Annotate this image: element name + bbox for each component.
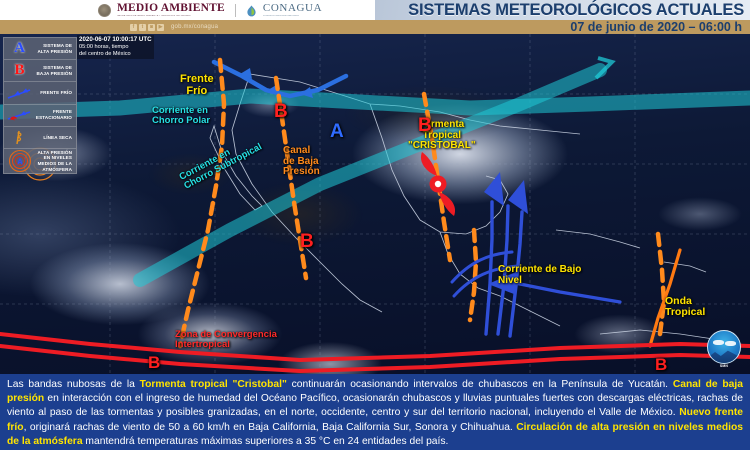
legend-label-high-pressure: SISTEMA DE ALTA PRESIÓN [37, 42, 72, 54]
low-pressure-icon: B [6, 60, 33, 81]
legend-symbol-B: B [14, 62, 25, 79]
forecast-text-segment: continuarán ocasionando intervalos de ch… [286, 379, 673, 390]
svg-text:A: A [17, 158, 23, 167]
label-frente-frio: Frente Frío [180, 73, 214, 97]
map-overlay-vectors [0, 34, 750, 374]
smn-logo: SMN [704, 330, 744, 370]
legend-item-mid-level-high: A ALTA PRESIÓN EN NIVELES MEDIOS DE LA A… [4, 149, 76, 173]
legend-item-low-pressure: B SISTEMA DE BAJA PRESIÓN [4, 60, 76, 83]
label-onda-tropical: Onda Tropical [665, 295, 706, 319]
map-legend: A SISTEMA DE ALTA PRESIÓN B SISTEMA DE B… [3, 37, 77, 174]
social-links[interactable]: f t ◙ ▶ gob.mx/conagua [0, 23, 219, 31]
page-title: SISTEMAS METEOROLÓGICOS ACTUALES [408, 0, 744, 19]
conagua-brand: CONAGUA COMISIÓN NACIONAL DEL AGUA [262, 1, 323, 17]
conagua-logo-icon [246, 4, 257, 17]
label-corriente-chorro-polar: Corriente en Chorro Polar [152, 105, 211, 126]
header-title-bar: SISTEMAS METEOROLÓGICOS ACTUALES [375, 0, 750, 20]
stationary-front-icon [6, 105, 33, 126]
pressure-mark-B-baja: B [300, 231, 314, 252]
page-header: MEDIO AMBIENTE SECRETARÍA DE MEDIO AMBIE… [0, 0, 750, 20]
smn-mountain-shape [708, 350, 740, 363]
dry-line-icon [6, 127, 33, 148]
smn-cloud-right [725, 341, 736, 346]
forecast-text-segment: , originará rachas de viento de 50 a 60 … [23, 421, 517, 433]
pressure-mark-B-caribe: B [655, 355, 668, 374]
forecast-text-segment: Circulación de alta presión en niveles m… [7, 421, 743, 447]
landmass-layer [0, 34, 750, 374]
site-url-label[interactable]: gob.mx/conagua [171, 24, 219, 30]
legend-symbol-A: A [14, 40, 25, 57]
tropical-storm-symbol [420, 152, 456, 216]
forecast-text-segment: mantendrá temperaturas máximas superiore… [82, 435, 449, 447]
forecast-text-segment: Nuevo frente frío [7, 407, 743, 433]
itcz-line [0, 332, 750, 374]
label-corriente-bajo-nivel: Corriente de Bajo Nivel [498, 264, 582, 286]
timestamp-utc: 2020-06-07 10:00:17 UTC [79, 36, 152, 43]
low-level-jet-arrowhead-2 [508, 180, 528, 214]
sub-header-bar: f t ◙ ▶ gob.mx/conagua 07 de junio de 20… [0, 20, 750, 34]
government-seal-icon [98, 3, 111, 17]
youtube-icon[interactable]: ▶ [157, 23, 164, 31]
tropical-wave-line [648, 248, 682, 348]
medio-ambiente-brand: MEDIO AMBIENTE SECRETARÍA DE MEDIO AMBIE… [117, 1, 225, 18]
legend-item-cold-front: FRENTE FRÍO [4, 82, 76, 105]
forecast-text-segment: en interacción con el ingreso de humedad… [7, 393, 743, 419]
forecast-text-segment: Tormenta tropical "Cristobal" [139, 379, 287, 390]
legend-label-cold-front: FRENTE FRÍO [40, 90, 72, 96]
pressure-mark-A-center: A [330, 121, 344, 142]
legend-label-stationary-front: FRENTE ESTACIONARIO [35, 109, 72, 121]
low-level-jet-inflow-head [488, 272, 516, 294]
subtropical-jet-stream [133, 63, 607, 287]
high-pressure-icon: A [6, 38, 33, 59]
forecast-text-segment: Las bandas nubosas de la [7, 379, 140, 390]
satellite-imagery-layer [0, 34, 750, 374]
label-tormenta-tropical: Tormenta Tropical "CRISTOBAL" [408, 119, 476, 151]
conagua-sublabel: COMISIÓN NACIONAL DEL AGUA [262, 14, 299, 17]
header-branding: MEDIO AMBIENTE SECRETARÍA DE MEDIO AMBIE… [0, 0, 375, 20]
timestamp-local-1: 05:00 horas, tiempo [79, 43, 129, 50]
legend-item-dry-line: LÍNEA SECA [4, 127, 76, 150]
subtropical-jet-arrow [594, 56, 616, 80]
forecast-datetime: 07 de junio de 2020 – 06:00 h [570, 20, 742, 34]
smn-logo-icon [707, 330, 741, 364]
timestamp-local-2: del centro de México [79, 51, 131, 58]
pressure-mark-B-south: B [148, 353, 161, 372]
legend-item-high-pressure: A SISTEMA DE ALTA PRESIÓN [4, 38, 76, 61]
conagua-label: CONAGUA [262, 1, 323, 14]
forecast-text-segment: Canal de baja presión [7, 379, 743, 405]
pressure-mark-B-north: B [274, 101, 288, 122]
low-level-jet-curved-arrows [450, 250, 520, 298]
low-level-jet-inflow-arrow [508, 280, 622, 304]
forecast-summary-panel: Las bandas nubosas de la Tormenta tropic… [0, 374, 750, 450]
legend-label-low-pressure: SISTEMA DE BAJA PRESIÓN [36, 65, 72, 76]
legend-label-dry-line: LÍNEA SECA [43, 134, 72, 140]
medio-ambiente-sublabel: SECRETARÍA DE MEDIO AMBIENTE Y RECURSOS … [117, 15, 191, 18]
pressure-mark-B-east: B [418, 115, 432, 136]
smn-logo-label: SMN [719, 364, 729, 368]
satellite-map[interactable]: Frente Frío Corriente en Chorro Polar Co… [0, 34, 750, 374]
smn-cloud-left [713, 340, 724, 345]
satellite-timestamp: 2020-06-07 10:00:17 UTC 05:00 horas, tie… [77, 35, 154, 60]
instagram-icon[interactable]: ◙ [148, 23, 155, 31]
cold-front-icon [6, 82, 33, 103]
mid-level-high-icon: A [6, 149, 33, 173]
cold-front-system [211, 59, 349, 99]
trough-west [177, 57, 227, 349]
legend-label-mid-level-high: ALTA PRESIÓN EN NIVELES MEDIOS DE LA ATM… [37, 149, 72, 172]
low-level-jet-arrowhead-1 [484, 172, 504, 206]
legend-item-stationary-front: FRENTE ESTACIONARIO [4, 105, 76, 127]
label-zona-convergencia: Zona de Convergencia Intertropical [175, 329, 277, 350]
forecast-summary-text: Las bandas nubosas de la Tormenta tropic… [7, 378, 743, 449]
facebook-icon[interactable]: f [130, 23, 137, 31]
medio-ambiente-label: MEDIO AMBIENTE [117, 1, 225, 14]
twitter-icon[interactable]: t [139, 23, 146, 31]
polar-jet-stream [0, 88, 750, 120]
label-canal-baja-presion: Canal de Baja Presión [283, 145, 320, 177]
brand-divider [234, 3, 236, 17]
